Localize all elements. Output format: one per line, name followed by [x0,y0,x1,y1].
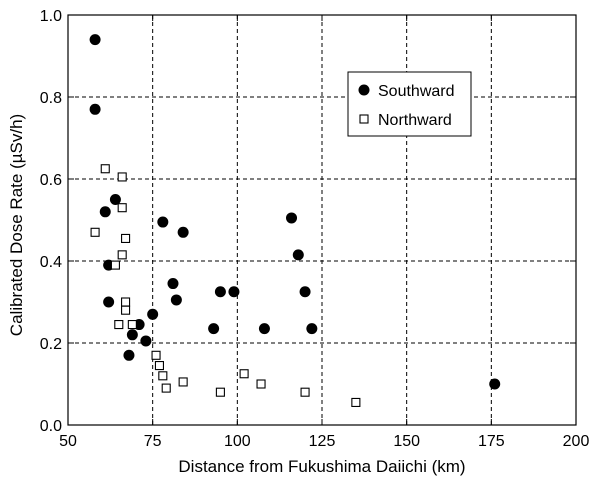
y-axis-label: Calibrated Dose Rate (µSv/h) [7,114,26,336]
point-southward [170,294,182,306]
x-tick-label: 175 [478,433,505,450]
point-southward [147,308,159,320]
point-northward [114,319,124,330]
point-southward [140,335,152,347]
point-northward [178,377,188,387]
legend-marker-northward [359,114,369,124]
point-southward [177,226,189,238]
point-northward [121,297,131,307]
x-tick-label: 50 [59,433,77,450]
point-northward [256,379,266,389]
point-southward [109,194,121,205]
point-southward [99,206,111,218]
point-southward [208,323,220,335]
y-tick-labels: 0.0 0.2 0.4 0.6 0.8 1.0 [40,8,62,435]
point-northward [151,350,161,360]
point-southward [167,278,179,290]
x-tick-labels: 50 75 100 125 150 175 200 [59,433,589,450]
point-northward [121,305,131,315]
y-tick-label: 0.0 [40,418,62,435]
point-northward [90,227,100,237]
legend-label-southward: Southward [378,83,455,100]
point-northward [127,319,137,330]
point-northward [161,383,171,393]
point-southward [292,249,304,261]
legend-marker-southward [358,84,370,96]
legend-box [347,71,472,137]
point-southward [214,286,226,298]
point-northward [239,369,249,379]
point-southward [89,34,101,46]
x-axis-label: Distance from Fukushima Daiichi (km) [178,457,465,476]
point-northward [117,250,127,260]
point-southward [228,286,240,298]
point-northward [158,371,168,381]
point-southward [286,212,298,224]
point-southward [258,323,270,335]
point-northward [100,164,110,174]
point-northward [117,172,127,182]
grid [68,15,576,425]
point-northward [300,387,310,397]
axis-ticks [67,14,577,426]
x-tick-label: 200 [563,433,590,450]
x-tick-label: 75 [144,433,162,450]
point-northward [121,233,131,243]
legend-label-northward: Northward [378,112,452,129]
y-tick-label: 0.4 [40,254,62,271]
point-southward [123,349,135,361]
point-southward [103,296,115,308]
x-tick-label: 125 [309,433,336,450]
x-tick-label: 150 [393,433,420,450]
point-northward [154,360,164,371]
point-northward [110,260,120,270]
point-southward [299,286,311,298]
y-tick-label: 0.8 [40,90,62,107]
legend: Southward Northward [347,71,472,137]
point-northward [117,203,127,213]
point-southward [306,323,318,335]
point-northward [215,387,225,397]
y-tick-label: 1.0 [40,8,62,25]
point-northward [351,397,361,408]
data-points [89,34,501,408]
point-southward [126,329,138,341]
point-southward [489,378,501,390]
point-southward [157,216,169,228]
x-tick-label: 100 [224,433,251,450]
y-tick-label: 0.2 [40,336,62,353]
y-tick-label: 0.6 [40,172,62,189]
point-southward [89,103,101,115]
